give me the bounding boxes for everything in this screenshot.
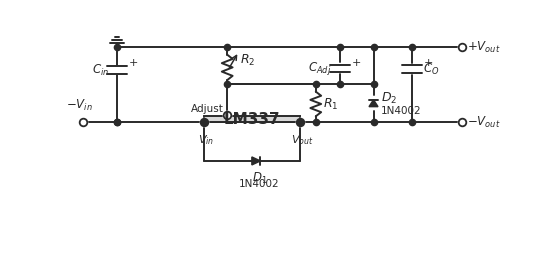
Polygon shape: [252, 157, 261, 165]
Text: $V_{in}$: $V_{in}$: [197, 133, 214, 147]
Text: LM337: LM337: [224, 112, 281, 127]
Polygon shape: [369, 100, 378, 107]
Text: +: +: [352, 58, 361, 68]
Text: $R_1$: $R_1$: [323, 96, 338, 112]
Text: $C_{in}$: $C_{in}$: [92, 63, 109, 78]
Text: $D_2$: $D_2$: [381, 91, 398, 106]
Text: 1N4002: 1N4002: [239, 179, 280, 189]
Text: $- V_{out}$: $- V_{out}$: [467, 115, 501, 130]
Text: $C_O$: $C_O$: [423, 62, 439, 77]
Text: $-V_{in}$: $-V_{in}$: [66, 98, 93, 113]
Text: +: +: [128, 58, 138, 68]
Text: $C_{Adj}$: $C_{Adj}$: [308, 60, 331, 77]
FancyBboxPatch shape: [204, 116, 300, 123]
Text: $+ V_{out}$: $+ V_{out}$: [467, 39, 501, 55]
Text: 1N4002: 1N4002: [381, 106, 422, 116]
Text: +: +: [424, 58, 433, 68]
Text: $D_1$: $D_1$: [252, 171, 267, 186]
Text: $V_{out}$: $V_{out}$: [292, 133, 314, 147]
Text: Adjust: Adjust: [190, 104, 224, 114]
Text: $R_2$: $R_2$: [240, 53, 256, 68]
